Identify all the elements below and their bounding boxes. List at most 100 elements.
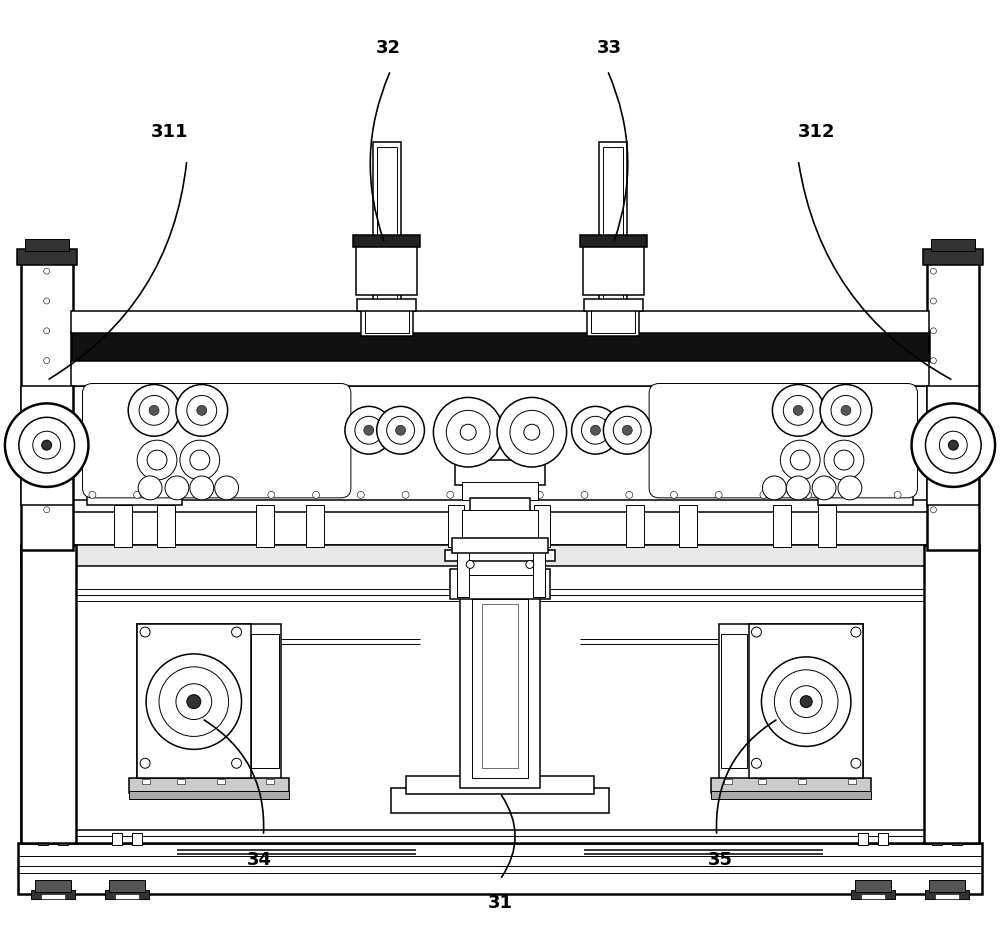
Bar (115, 895, 139, 900)
Circle shape (396, 425, 406, 435)
Bar (457, 547, 469, 597)
Circle shape (447, 492, 454, 498)
Circle shape (526, 560, 534, 568)
Bar (21, 544, 979, 843)
Bar (719, 625, 863, 788)
Circle shape (313, 492, 320, 498)
Bar (460, 594, 540, 788)
Circle shape (190, 476, 214, 500)
Bar (721, 634, 747, 769)
FancyBboxPatch shape (82, 383, 351, 497)
Bar (599, 142, 627, 311)
Bar (357, 299, 416, 311)
Text: 31: 31 (488, 895, 512, 913)
Circle shape (793, 405, 803, 415)
Circle shape (402, 492, 409, 498)
Bar (927, 261, 979, 549)
Circle shape (948, 440, 958, 450)
Bar (132, 833, 142, 845)
Circle shape (930, 507, 936, 512)
Bar (626, 505, 644, 546)
Bar (105, 889, 149, 900)
Circle shape (824, 440, 864, 479)
Bar (406, 776, 594, 794)
Bar (848, 779, 856, 784)
Circle shape (377, 406, 424, 454)
Circle shape (138, 476, 162, 500)
Bar (798, 779, 806, 784)
Bar (137, 625, 281, 788)
Bar (157, 505, 175, 546)
Circle shape (492, 492, 499, 498)
Circle shape (140, 627, 150, 637)
Bar (71, 385, 929, 505)
Circle shape (939, 431, 967, 459)
Bar (391, 788, 609, 813)
Circle shape (613, 416, 641, 445)
Circle shape (894, 492, 901, 498)
Bar (580, 236, 647, 248)
Bar (71, 361, 929, 385)
Circle shape (752, 627, 761, 637)
Circle shape (5, 403, 88, 487)
Bar (472, 599, 528, 778)
Circle shape (536, 492, 543, 498)
FancyBboxPatch shape (649, 383, 918, 497)
Bar (583, 243, 644, 295)
Circle shape (772, 384, 824, 436)
Bar (217, 779, 225, 784)
Bar (21, 544, 76, 843)
Bar (21, 385, 73, 505)
Circle shape (930, 328, 936, 333)
Text: 34: 34 (247, 851, 272, 869)
Bar (21, 261, 73, 549)
Bar (71, 500, 929, 512)
Circle shape (345, 406, 393, 454)
Circle shape (510, 411, 554, 454)
Circle shape (44, 328, 50, 333)
Circle shape (268, 492, 275, 498)
Circle shape (820, 384, 872, 436)
Bar (373, 142, 401, 311)
Bar (861, 895, 885, 900)
Bar (448, 505, 464, 546)
Circle shape (603, 406, 651, 454)
Circle shape (387, 416, 415, 445)
Circle shape (357, 492, 364, 498)
Bar (445, 549, 555, 561)
Circle shape (89, 492, 96, 498)
Circle shape (44, 387, 50, 394)
Text: 33: 33 (597, 39, 622, 57)
Circle shape (139, 396, 169, 425)
Circle shape (44, 477, 50, 483)
Bar (584, 299, 643, 311)
Bar (365, 309, 409, 333)
Circle shape (851, 758, 861, 769)
Bar (462, 510, 538, 540)
Bar (855, 880, 891, 891)
Circle shape (626, 492, 633, 498)
Bar (306, 505, 324, 546)
Circle shape (622, 425, 632, 435)
Circle shape (930, 268, 936, 274)
Text: 311: 311 (151, 123, 189, 141)
Bar (361, 306, 413, 335)
Circle shape (128, 384, 180, 436)
Circle shape (466, 560, 474, 568)
Circle shape (790, 450, 810, 470)
Bar (818, 505, 836, 546)
Circle shape (146, 654, 242, 749)
Circle shape (190, 450, 210, 470)
Bar (58, 833, 68, 845)
Bar (924, 544, 979, 843)
Circle shape (761, 657, 851, 746)
Circle shape (232, 627, 242, 637)
Circle shape (841, 405, 851, 415)
Text: 35: 35 (708, 851, 733, 869)
Bar (142, 779, 150, 784)
Circle shape (590, 425, 600, 435)
Bar (758, 779, 766, 784)
Bar (452, 538, 548, 553)
Bar (679, 505, 697, 546)
Bar (773, 505, 791, 546)
